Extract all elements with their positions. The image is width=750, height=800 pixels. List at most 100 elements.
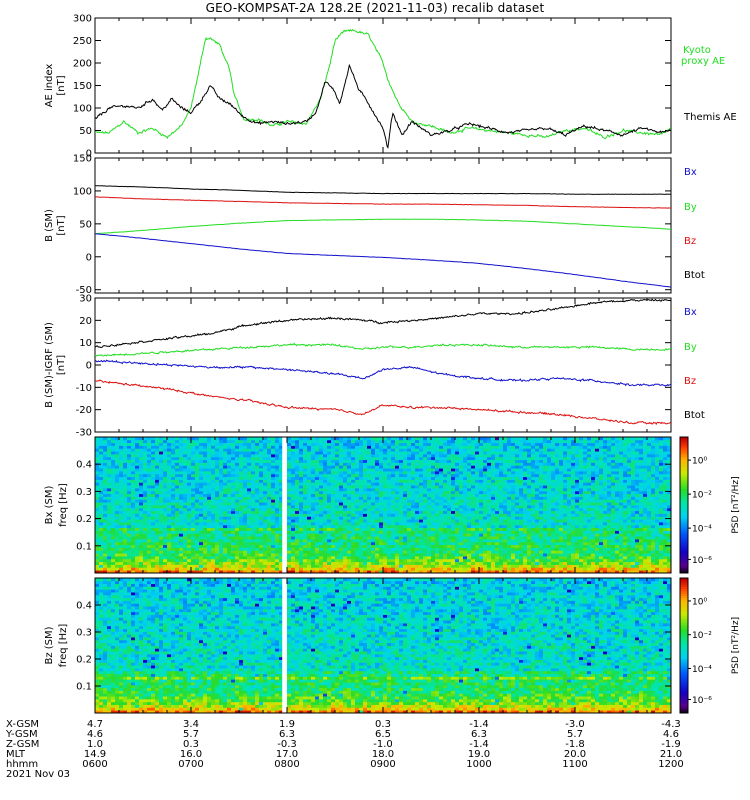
panel-ae-series-kyoto-proxy-ae [95, 28, 671, 140]
legend-b-by: By [684, 202, 697, 213]
ephem-cell: 1000 [466, 759, 491, 770]
legend-b-bz: Bz [684, 236, 696, 247]
panel-bx_spec-ylabel: Bx (SM) [44, 486, 55, 525]
panel-b-series-btot [95, 185, 671, 195]
ephem-row-label-mlt: MLT [6, 749, 26, 760]
panel-bx_spec-colorbar-label: PSD [nT²/Hz] [731, 476, 741, 533]
ephem-cell: -1.4 [469, 719, 489, 730]
panel-bz_spec-ylabel: Bz (SM) [44, 626, 55, 664]
panel-bz_spec-colorbar-tick-label: 10⁻⁴ [692, 665, 712, 675]
ephem-cell: 0700 [178, 759, 203, 770]
panel-bz_spec-colorbar-tick-label: 10⁻⁶ [692, 696, 712, 706]
ephem-cell: 19.0 [468, 749, 490, 760]
panel-bx_spec-spectrogram [95, 437, 672, 574]
panel-bx_spec-colorbar-tick-label: 10⁻⁴ [692, 525, 712, 535]
panel-ae-y-tick-label: 100 [73, 104, 92, 115]
panel-bz_spec-y-tick-label: 0.1 [76, 682, 92, 693]
panel-db-y-tick-label: -20 [76, 405, 92, 416]
legend-proxy-ae: proxy AE [681, 56, 725, 67]
panel-db-series-btot [95, 298, 671, 349]
panel-bx_spec-colorbar [680, 437, 688, 574]
legend-kyoto: Kyoto [683, 45, 711, 56]
ephem-cell: 21.0 [660, 749, 682, 760]
panel-ae-frame [94, 17, 672, 154]
ephem-cell: 6.5 [375, 729, 391, 740]
legend-db-by: By [684, 342, 697, 353]
ephem-cell: 16.0 [180, 749, 202, 760]
panel-b-yunit: [nT] [56, 215, 67, 235]
ephem-cell: 1200 [658, 759, 683, 770]
panel-bz_spec-colorbar-tick-label: 10⁰ [692, 597, 707, 607]
ephem-cell: 5.7 [183, 729, 199, 740]
panel-db-series-by [95, 342, 671, 358]
panel-ae-y-tick-label: 150 [73, 81, 92, 92]
panel-b-series-by [95, 218, 671, 235]
panel-ae-yunit: [nT] [56, 75, 67, 95]
ephem-cell: 0.3 [183, 739, 199, 750]
panel-bx_spec-colorbar-frame [679, 436, 689, 574]
panel-b-frame [94, 157, 672, 294]
panel-db-y-tick-label: 30 [79, 294, 92, 305]
ephem-cell: -1.8 [565, 739, 585, 750]
panel-ae-series-themis-ae [95, 63, 671, 149]
panel-db-y-tick-label: -10 [76, 383, 92, 394]
panel-ae-y-tick-label: 0 [86, 149, 92, 160]
panel-bz_spec-colorbar-tick-label: 10⁻² [692, 631, 712, 641]
panel-bx_spec-colorbar-tick-label: 10⁻² [692, 491, 712, 501]
legend-b-btot: Btot [684, 270, 705, 281]
ephem-cell: 20.0 [564, 749, 586, 760]
panel-bz_spec-y-tick-label: 0.4 [76, 601, 92, 612]
panel-b-series-bz [95, 196, 671, 209]
panel-bx_spec-y-tick-label: 0.1 [76, 541, 92, 552]
panel-b-series-bx [95, 233, 671, 288]
panel-db-y-tick-label: 10 [79, 338, 92, 349]
panel-b-y-tick-label: -50 [76, 285, 92, 296]
panel-db-yunit: [nT] [56, 355, 67, 375]
legend-db-bx: Bx [684, 307, 697, 318]
panel-b-y-tick-label: 150 [73, 154, 92, 165]
ephem-cell: 14.9 [84, 749, 106, 760]
legend-db-bz: Bz [684, 376, 696, 387]
ephem-cell: 1.0 [87, 739, 103, 750]
ephem-row-label-x-gsm: X-GSM [6, 719, 39, 730]
panel-bx_spec-y-tick-label: 0.4 [76, 460, 92, 471]
ephem-row-label-hhmm: hhmm [6, 759, 38, 770]
ephem-cell: 6.3 [471, 729, 487, 740]
panel-ae-y-tick-label: 200 [73, 59, 92, 70]
panel-db-y-tick-label: 20 [79, 316, 92, 327]
panel-ae-y-tick-label: 300 [73, 14, 92, 25]
panel-ae-y-tick-label: 50 [79, 126, 92, 137]
panel-db-y-tick-label: -30 [76, 428, 92, 439]
ephem-cell: 3.4 [183, 719, 199, 730]
panel-bz_spec-colorbar-frame [679, 577, 689, 714]
ephem-cell: -3.0 [565, 719, 585, 730]
ephem-cell: -4.3 [661, 719, 681, 730]
ephem-cell: 18.0 [372, 749, 394, 760]
panel-bx_spec-data-gap [282, 437, 287, 573]
ephem-cell: 4.6 [87, 729, 103, 740]
panel-bx_spec-yunit: freq [Hz] [58, 483, 69, 527]
ephem-cell: 1100 [562, 759, 587, 770]
panel-db-y-tick-label: 0 [86, 361, 92, 372]
panel-db-series-bx [95, 359, 671, 387]
panel-bz_spec-colorbar-label: PSD [nT²/Hz] [731, 617, 741, 674]
ephem-cell: 5.7 [567, 729, 583, 740]
panel-b-y-tick-label: 50 [79, 219, 92, 230]
panel-b-y-tick-label: 100 [73, 186, 92, 197]
ephem-row-label-y-gsm: Y-GSM [5, 729, 38, 740]
panel-ae-y-tick-label: 250 [73, 36, 92, 47]
ephem-cell: 4.7 [87, 719, 103, 730]
ephem-cell: 0800 [274, 759, 299, 770]
legend-themis-ae: Themis AE [683, 112, 737, 123]
panel-db-ylabel: B (SM)-IGRF (SM) [44, 322, 55, 408]
ephem-cell: 1.9 [279, 719, 295, 730]
ephem-date: 2021 Nov 03 [6, 769, 70, 780]
plot-title: GEO-KOMPSAT-2A 128.2E (2021-11-03) recal… [205, 1, 545, 15]
panel-ae-ylabel: AE index [44, 64, 55, 108]
panel-bx_spec-colorbar-tick-label: 10⁻⁶ [692, 556, 712, 566]
ephem-cell: 0.3 [375, 719, 391, 730]
panel-bx_spec-y-tick-label: 0.3 [76, 487, 92, 498]
panel-b-y-tick-label: 0 [86, 252, 92, 263]
ephem-cell: -1.4 [469, 739, 489, 750]
